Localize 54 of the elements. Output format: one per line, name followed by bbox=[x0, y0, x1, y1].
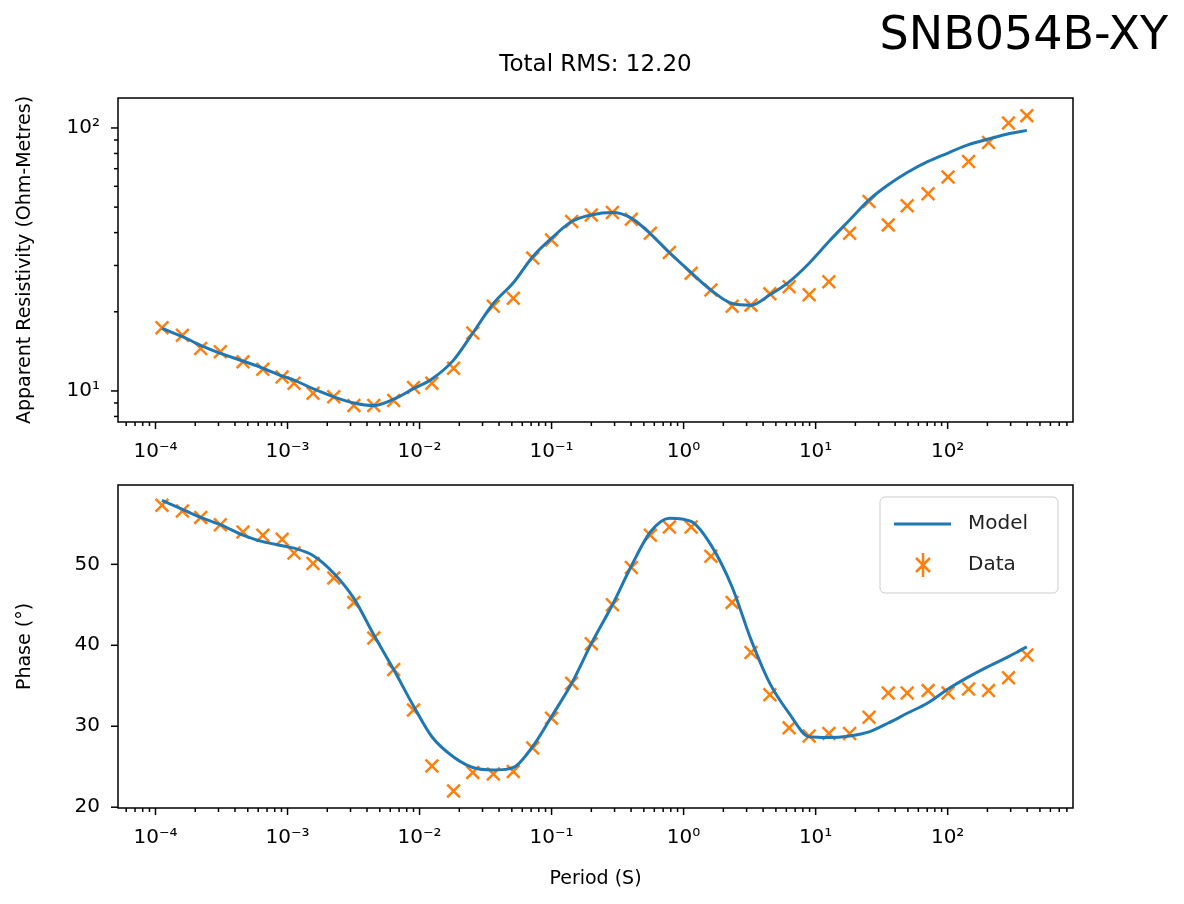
legend-label: Model bbox=[968, 510, 1029, 535]
chart-title: Total RMS: 12.20 bbox=[499, 50, 692, 76]
point bbox=[960, 681, 977, 697]
point bbox=[661, 519, 677, 535]
point bbox=[505, 290, 521, 306]
x-tick-label: 10⁻² bbox=[397, 438, 442, 463]
point bbox=[861, 709, 877, 725]
x-tick-label: 10² bbox=[930, 438, 965, 463]
point bbox=[980, 683, 997, 699]
point bbox=[445, 783, 462, 799]
x-tick-label: 10¹ bbox=[798, 824, 833, 849]
point bbox=[880, 685, 896, 701]
x-tick-label: 10⁰ bbox=[666, 438, 701, 463]
x-tick-label: 10⁰ bbox=[666, 824, 701, 849]
y-tick-label: 10¹ bbox=[66, 377, 100, 402]
y-axis-title: Phase (°) bbox=[12, 602, 35, 691]
point bbox=[940, 685, 956, 701]
x-tick-label: 10⁻³ bbox=[265, 824, 310, 849]
point bbox=[940, 169, 956, 185]
y-tick-label: 50 bbox=[74, 550, 100, 575]
x-axis-title: Period (S) bbox=[549, 865, 642, 888]
point bbox=[424, 375, 440, 391]
y-axis-title: Apparent Resistivity (Ohm-Metres) bbox=[12, 95, 35, 425]
x-tick-label: 10² bbox=[930, 824, 965, 849]
y-tick-label: 40 bbox=[74, 631, 100, 656]
point bbox=[1019, 647, 1035, 663]
point bbox=[899, 685, 915, 701]
point bbox=[781, 279, 797, 295]
x-tick-label: 10⁻³ bbox=[265, 438, 310, 463]
text: SNB054B-XY bbox=[879, 6, 1168, 60]
x-tick-label: 10⁻⁴ bbox=[133, 438, 178, 463]
point bbox=[1000, 115, 1017, 131]
point bbox=[880, 217, 896, 233]
point bbox=[960, 153, 977, 170]
point bbox=[1019, 108, 1035, 124]
x-tick-label: 10⁻¹ bbox=[529, 438, 574, 463]
point bbox=[445, 360, 462, 376]
y-tick-label: 30 bbox=[74, 712, 100, 737]
x-tick-label: 10⁻² bbox=[397, 824, 442, 849]
x-tick-label: 10⁻¹ bbox=[529, 824, 574, 849]
point bbox=[899, 198, 915, 214]
y-tick-label: 20 bbox=[74, 793, 100, 818]
point bbox=[821, 274, 837, 290]
y-tick-label: 10² bbox=[66, 114, 100, 139]
point bbox=[920, 683, 936, 699]
x-tick-label: 10¹ bbox=[798, 438, 833, 463]
point bbox=[1000, 670, 1017, 686]
point bbox=[920, 186, 936, 202]
x-tick-label: 10⁻⁴ bbox=[133, 824, 178, 849]
legend-label: Data bbox=[968, 551, 1016, 576]
point bbox=[505, 763, 521, 780]
point bbox=[424, 758, 440, 774]
point bbox=[842, 225, 858, 241]
point bbox=[801, 287, 817, 303]
